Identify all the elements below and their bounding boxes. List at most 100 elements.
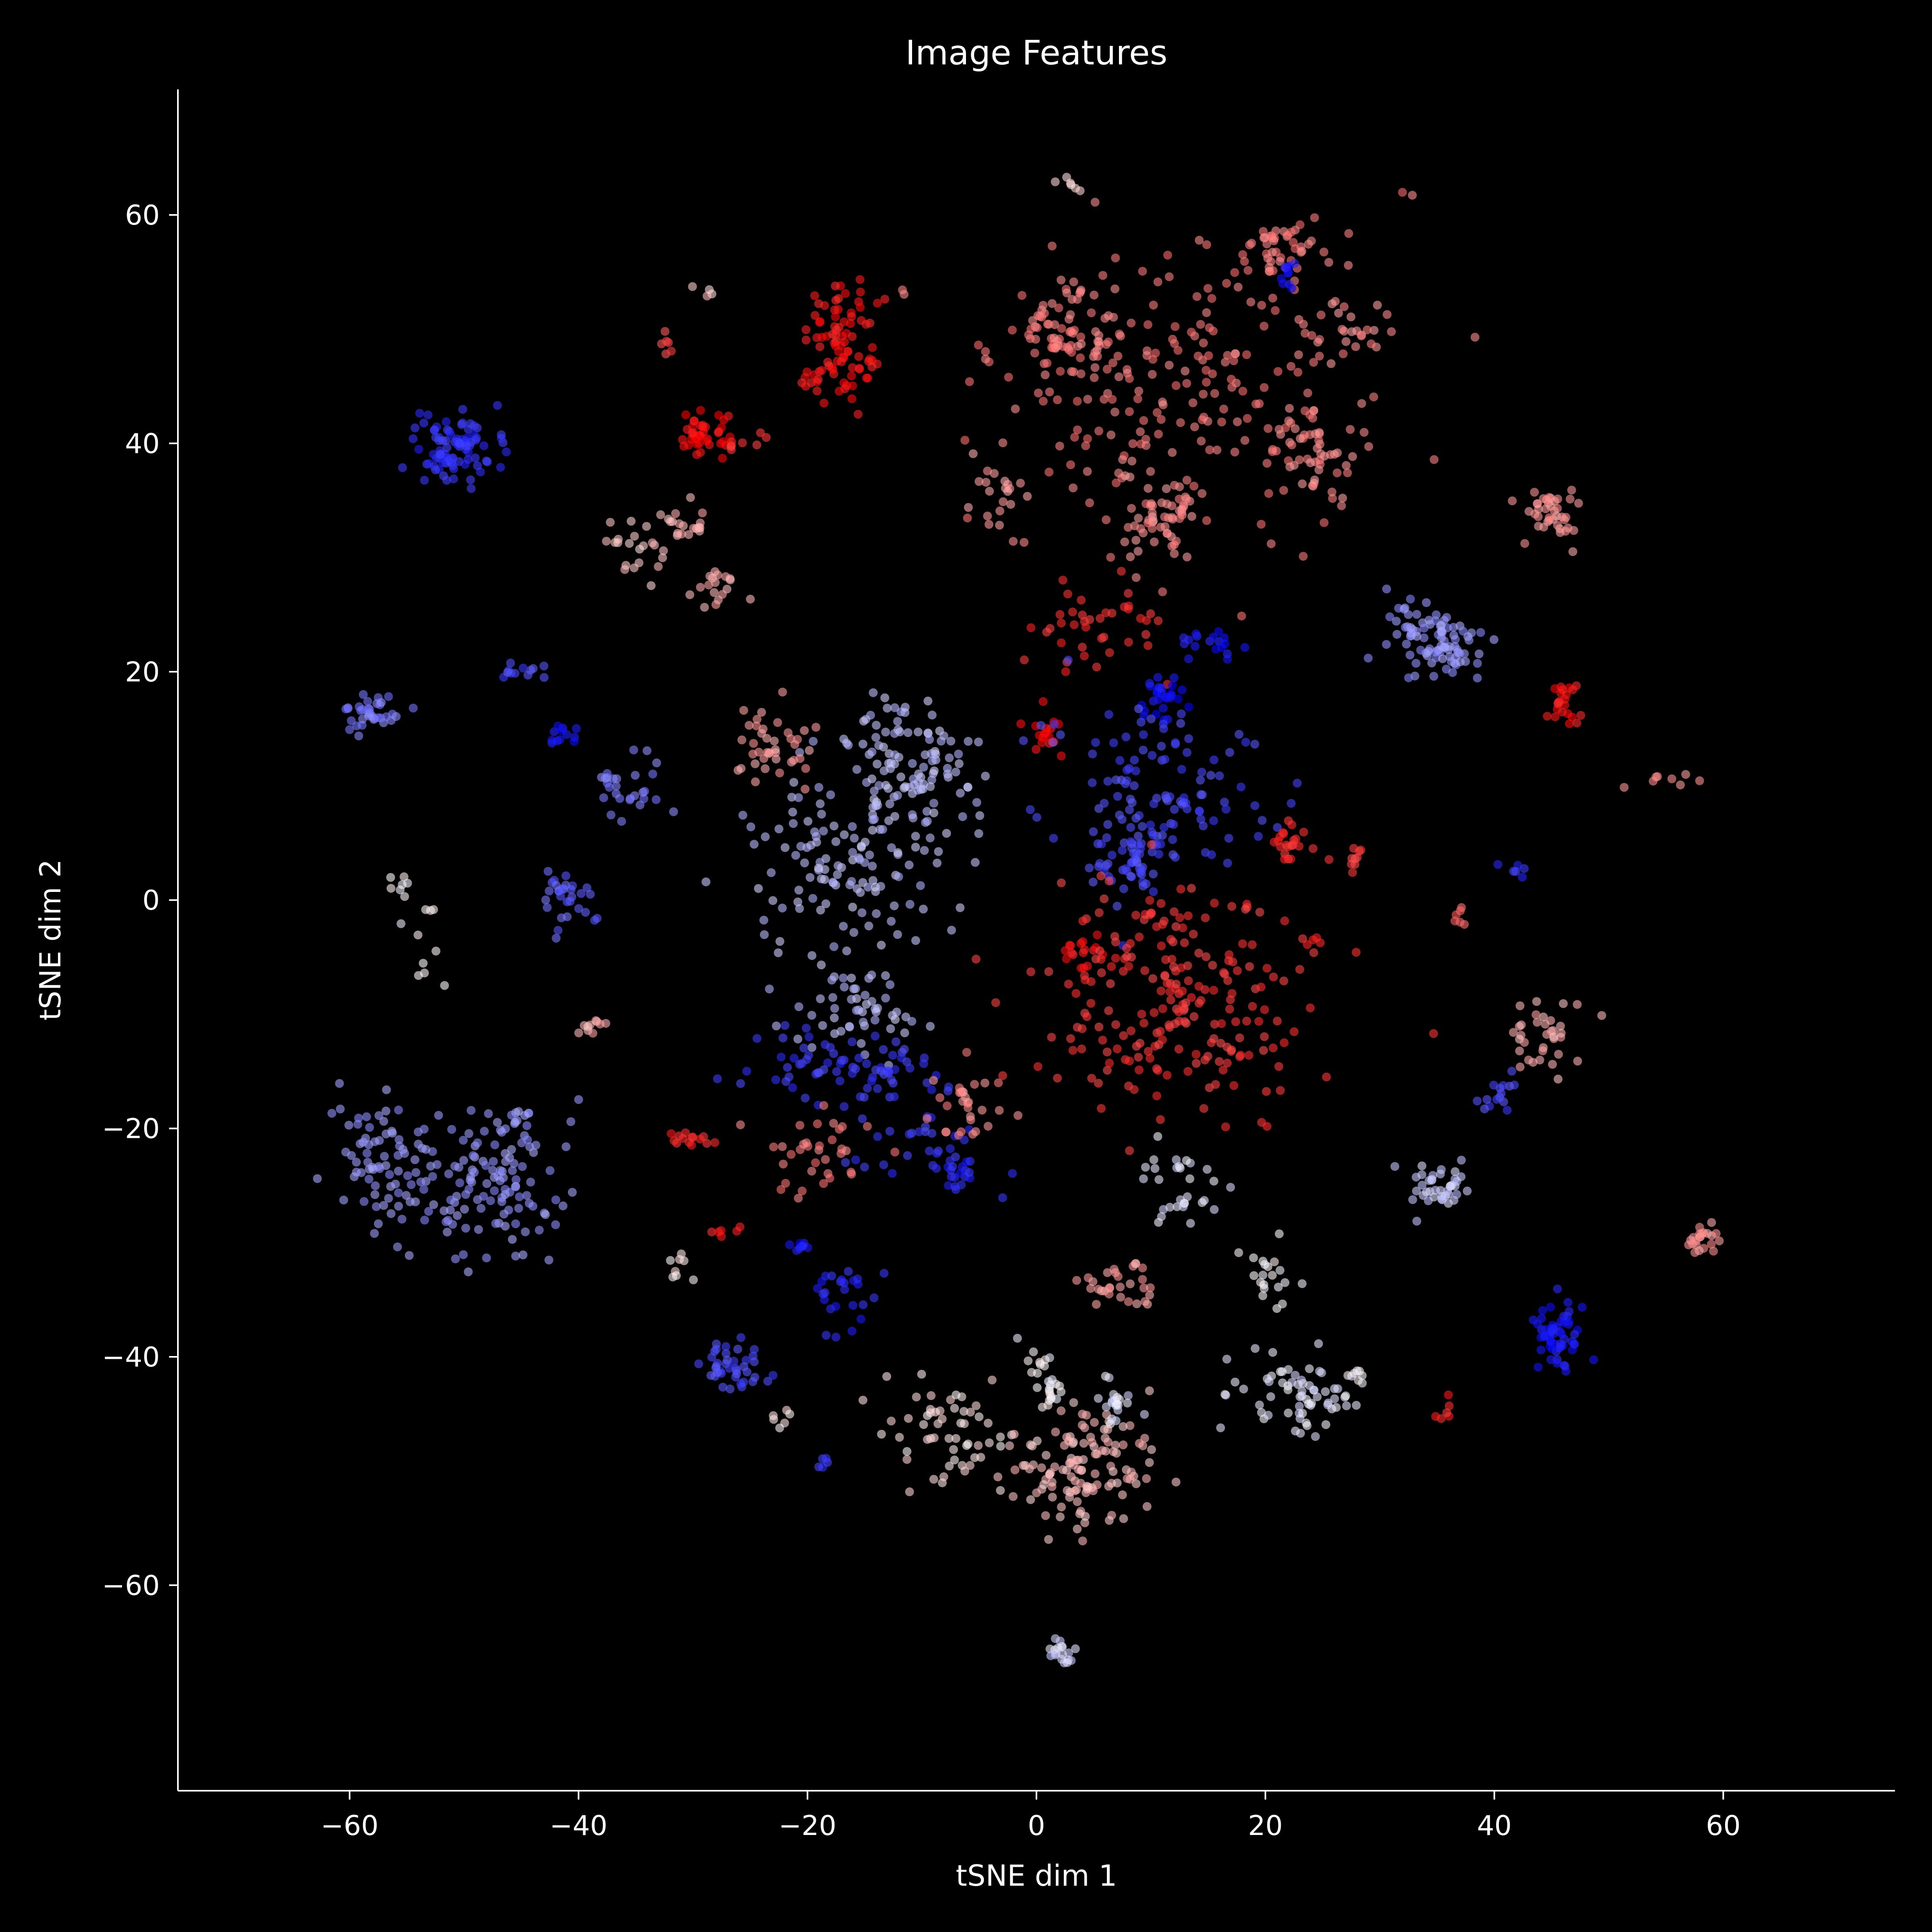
scatter-point bbox=[1532, 1010, 1541, 1019]
scatter-point bbox=[1290, 259, 1299, 268]
scatter-point bbox=[364, 1140, 374, 1149]
scatter-point bbox=[1309, 948, 1319, 957]
scatter-point bbox=[803, 817, 813, 826]
scatter-point bbox=[673, 528, 682, 538]
scatter-point bbox=[844, 741, 853, 750]
scatter-point bbox=[1130, 755, 1139, 765]
scatter-point bbox=[1224, 956, 1233, 965]
scatter-point bbox=[864, 974, 873, 983]
scatter-point bbox=[371, 1181, 380, 1190]
scatter-point bbox=[721, 1342, 731, 1351]
scatter-point bbox=[1047, 1033, 1056, 1042]
scatter-point bbox=[1137, 822, 1147, 831]
scatter-point bbox=[500, 1210, 509, 1219]
scatter-point bbox=[839, 735, 848, 744]
scatter-point bbox=[763, 1377, 772, 1386]
scatter-point bbox=[776, 1053, 786, 1062]
scatter-point bbox=[1313, 338, 1322, 347]
scatter-point bbox=[421, 905, 430, 914]
scatter-point bbox=[1464, 636, 1474, 645]
scatter-point bbox=[405, 1197, 415, 1206]
scatter-point bbox=[1101, 861, 1110, 870]
scatter-point bbox=[1300, 328, 1310, 338]
scatter-point bbox=[1285, 404, 1294, 413]
scatter-point bbox=[1563, 1298, 1573, 1307]
scatter-point bbox=[1287, 284, 1296, 293]
scatter-point bbox=[749, 1357, 759, 1366]
scatter-point bbox=[1083, 434, 1092, 443]
scatter-point bbox=[830, 822, 839, 831]
scatter-point bbox=[438, 436, 447, 445]
scatter-point bbox=[356, 706, 365, 715]
scatter-point bbox=[1168, 937, 1178, 947]
scatter-point bbox=[640, 787, 649, 796]
scatter-point bbox=[881, 971, 890, 980]
scatter-point bbox=[394, 1201, 403, 1211]
scatter-point bbox=[662, 336, 671, 346]
scatter-point bbox=[1311, 1432, 1320, 1441]
scatter-point bbox=[784, 728, 793, 737]
scatter-point bbox=[916, 881, 925, 890]
scatter-point bbox=[832, 326, 841, 334]
scatter-point bbox=[1092, 346, 1102, 355]
scatter-point bbox=[880, 693, 890, 702]
scatter-point bbox=[947, 1172, 956, 1181]
scatter-point bbox=[1083, 394, 1092, 404]
scatter-point bbox=[870, 815, 879, 824]
scatter-point bbox=[1427, 1176, 1437, 1185]
scatter-point bbox=[1112, 478, 1121, 487]
scatter-point bbox=[1139, 915, 1149, 925]
scatter-point bbox=[1174, 494, 1184, 504]
scatter-point bbox=[1211, 1080, 1220, 1089]
scatter-point bbox=[545, 886, 554, 896]
scatter-point bbox=[1276, 1086, 1285, 1095]
scatter-point bbox=[868, 826, 877, 835]
scatter-point bbox=[1550, 506, 1559, 516]
scatter-point bbox=[502, 447, 511, 456]
scatter-point bbox=[1210, 1020, 1219, 1029]
scatter-point bbox=[1164, 272, 1174, 281]
scatter-point bbox=[442, 476, 451, 485]
scatter-point bbox=[1090, 363, 1100, 372]
scatter-point bbox=[524, 1199, 534, 1208]
scatter-point bbox=[1319, 248, 1329, 257]
scatter-point bbox=[1515, 1001, 1525, 1010]
scatter-point bbox=[1168, 835, 1177, 844]
scatter-point bbox=[1133, 394, 1142, 403]
scatter-point bbox=[1515, 1062, 1525, 1071]
scatter-point bbox=[1438, 1195, 1447, 1204]
scatter-point bbox=[364, 1174, 374, 1184]
scatter-point bbox=[1144, 484, 1153, 493]
scatter-point bbox=[1139, 745, 1148, 755]
scatter-point bbox=[1166, 979, 1175, 988]
scatter-point bbox=[1294, 350, 1303, 359]
scatter-point bbox=[335, 1079, 344, 1088]
scatter-point bbox=[1273, 1016, 1282, 1026]
y-tick-label: 20 bbox=[125, 656, 160, 688]
scatter-point bbox=[509, 1159, 518, 1168]
scatter-point bbox=[801, 764, 810, 773]
scatter-point bbox=[1088, 749, 1097, 759]
scatter-point bbox=[857, 1315, 866, 1324]
scatter-point bbox=[1556, 1022, 1565, 1031]
scatter-point bbox=[1274, 1062, 1284, 1071]
scatter-point bbox=[840, 1285, 849, 1294]
scatter-point bbox=[1098, 271, 1107, 280]
scatter-point bbox=[746, 594, 755, 604]
scatter-point bbox=[512, 1116, 522, 1125]
scatter-point bbox=[362, 1112, 371, 1121]
scatter-point bbox=[1167, 955, 1177, 964]
scatter-point bbox=[819, 1101, 828, 1110]
scatter-point bbox=[965, 1168, 974, 1177]
scatter-point bbox=[887, 1416, 896, 1426]
scatter-point bbox=[1044, 967, 1053, 976]
scatter-point bbox=[1416, 646, 1425, 655]
scatter-point bbox=[1144, 641, 1153, 650]
scatter-point bbox=[1684, 1240, 1693, 1249]
scatter-point bbox=[811, 311, 819, 320]
scatter-point bbox=[927, 749, 936, 758]
scatter-point bbox=[511, 1251, 520, 1261]
scatter-point bbox=[382, 1129, 391, 1139]
scatter-point bbox=[1144, 1047, 1153, 1056]
scatter-point bbox=[944, 1434, 954, 1443]
